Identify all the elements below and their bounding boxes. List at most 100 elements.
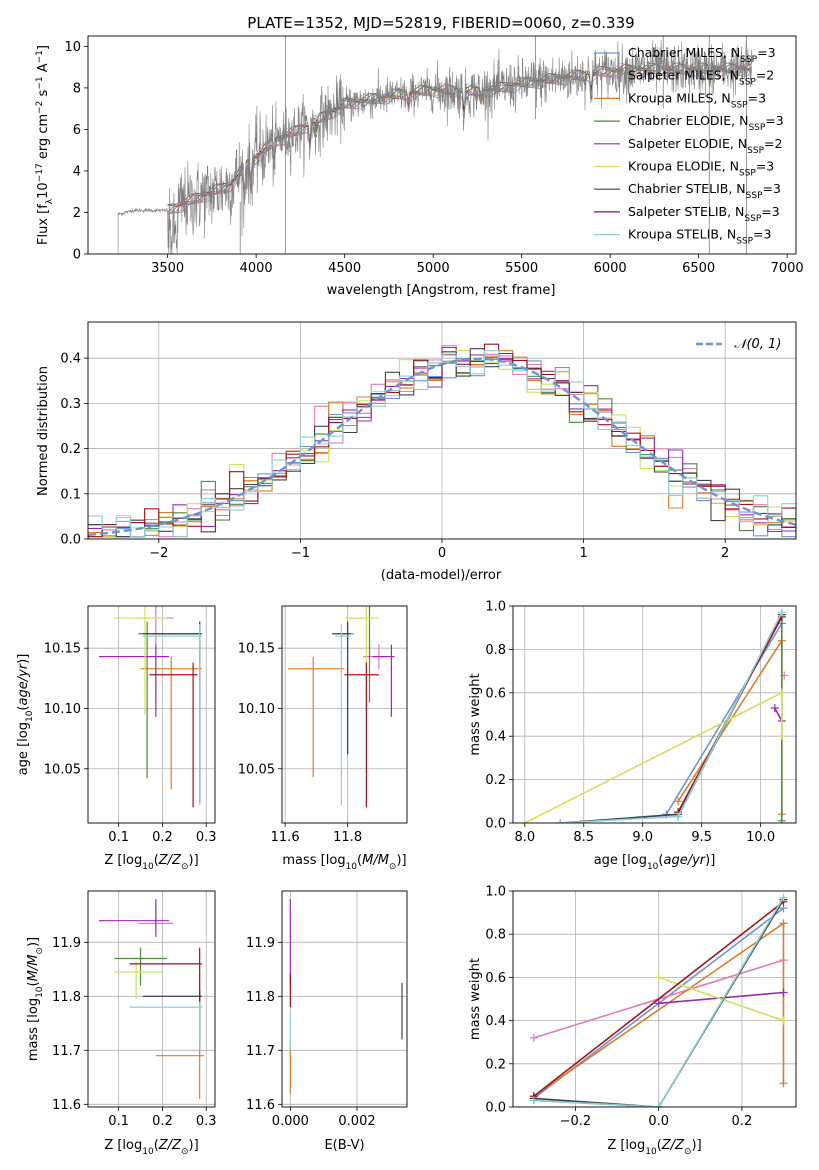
x-axis-label: wavelength [Angstrom, rest frame] [327,283,556,298]
y-tick-label: 11.9 [246,936,275,951]
x-tick-label: 2 [721,546,729,561]
observed-spectrum [117,39,753,254]
axes-frame [87,890,216,1108]
x-tick-label: 0 [438,546,446,561]
axes-mass_vs_Z: 0.1 0.2 0.3 11.6 11.7 11.8 11.9 [52,890,217,1129]
histogram-salpeter_stelib [88,343,796,538]
x-tick-label: −0.2 [560,1114,592,1129]
marker-salpeter_elodie [654,999,663,1008]
y-tick-label: 11.8 [52,990,81,1005]
legend-label-salpeter_elodie: Salpeter ELODIE, NSSP=2 [628,136,782,156]
x-tick-label: 4000 [240,261,273,276]
y-tick-label: 4 [73,164,81,179]
y-tick-label: 10.15 [44,642,81,657]
series-chabrier_stelib [560,614,783,823]
axes-spectrum: 3500 4000 4500 5000 5500 6000 6500 7000 0 2 4 6 8 10 [64,35,804,276]
y-tick-label: 10.05 [238,762,275,777]
marker-kroupa_elodie [654,973,663,982]
x-tick-label: 8.5 [573,830,594,845]
x-axis-label: E(B-V) [324,1138,364,1153]
y-tick-label: 11.8 [246,990,275,1005]
y-axis-label: Flux [fλ10−17 erg cm−2 s−1 A−1] [35,45,55,245]
marker-kroupa_elodie [520,819,529,823]
x-tick-label: 0.3 [196,830,217,845]
plot-area [513,891,796,1107]
x-tick-label: 11.6 [271,830,300,845]
y-tick-label: 0.2 [485,773,506,788]
y-tick-label: 0.4 [485,1014,506,1029]
marker-kroupa_miles [674,797,683,806]
x-tick-label: 0.3 [196,1114,217,1129]
plot-area [88,322,796,539]
y-tick-label: 0.0 [60,533,81,548]
plot-area [282,606,407,823]
marker-salpeter_miles [529,1033,538,1042]
marker-kroupa_stelib [654,1103,663,1107]
axes-frame [87,605,216,824]
y-tick-label: 2 [73,206,81,221]
series-kroupa_elodie [658,976,784,1022]
y-tick-label: 0.3 [60,397,81,412]
legend: 𝒩(0, 1) [696,337,781,352]
x-axis-label: age [log10(age/yr)] [594,853,716,872]
histogram-salpeter_miles [88,345,796,538]
series-chabrier_miles [665,622,783,815]
y-tick-label: 0.8 [485,928,506,943]
histogram-chabrier_stelib [88,348,796,538]
y-tick-label: 11.6 [246,1098,275,1113]
x-tick-label: 10.0 [746,830,775,845]
y-tick-label: 0.4 [60,352,81,367]
axes-age_vs_mass: 11.6 11.8 10.05 10.10 10.15 [238,605,408,845]
legend-label-kroupa_stelib: Kroupa STELIB, NSSP=3 [628,227,772,247]
y-tick-label: 0.4 [485,730,506,745]
x-tick-label: 5500 [505,261,538,276]
y-tick-label: 10.05 [44,762,81,777]
x-tick-label: 0.000 [272,1114,309,1129]
axes-frame [512,605,797,824]
plot-area [88,891,215,1107]
x-tick-label: 0.002 [338,1114,375,1129]
x-tick-label: 0.1 [108,830,129,845]
y-tick-label: 0.6 [485,971,506,986]
model-spectrum-kroupa_stelib [167,61,752,208]
plot-area [117,36,753,254]
series-kroupa_stelib [560,612,783,823]
x-tick-label: 8.0 [514,830,535,845]
y-axis-label: mass weight [468,673,483,755]
legend-label-kroupa_elodie: Kroupa ELODIE, NSSP=3 [628,159,774,179]
x-tick-label: 4500 [328,261,361,276]
legend-label-salpeter_stelib: Salpeter STELIB, NSSP=3 [628,204,780,224]
y-tick-label: 0.6 [485,686,506,701]
x-tick-label: 0.0 [648,1114,669,1129]
legend-label-salpeter_miles: Salpeter MILES, NSSP=2 [628,68,774,88]
histogram-chabrier_elodie [88,357,796,538]
legend-label-kroupa_miles: Kroupa MILES, NSSP=3 [628,90,766,110]
axes-frame [281,890,408,1108]
x-axis-label: Z [log10(Z/Z⊙)] [104,853,198,872]
x-tick-label: 6500 [682,261,715,276]
y-tick-label: 1.0 [485,600,506,615]
axes-age_vs_Z: 0.1 0.2 0.3 10.05 10.10 10.15 [44,605,217,845]
legend-label-chabrier_elodie: Chabrier ELODIE, NSSP=3 [628,113,784,133]
marker-kroupa_stelib [674,812,683,821]
axes-massweight_vs_Z: −0.2 0.0 0.2 0.0 0.2 0.4 0.6 0.8 1.0 [485,885,797,1129]
axes-frame [281,605,408,824]
y-tick-label: 10.15 [238,642,275,657]
y-axis-label: age [log10(age/yr)] [16,654,35,776]
legend-label-chabrier_stelib: Chabrier STELIB, NSSP=3 [628,181,781,201]
marker-salpeter_elodie [770,703,779,712]
x-axis-label: (data-model)/error [381,568,502,583]
plot-area [513,606,796,823]
legend-label-chabrier_miles: Chabrier MILES, NSSP=3 [628,45,776,65]
marker-kroupa_stelib [779,893,788,902]
x-tick-label: 9.5 [691,830,712,845]
gaussian-curve [88,357,796,537]
histogram-salpeter_elodie [88,346,796,538]
histogram-chabrier_miles [88,357,796,538]
x-tick-label: 5000 [417,261,450,276]
axes-massweight_vs_age: 8.0 8.5 9.0 9.5 10.0 0.0 0.2 0.4 0.6 0.8 1.0 [485,600,797,845]
y-tick-label: 0.0 [485,817,506,832]
series-salpeter_stelib [533,901,784,1097]
y-axis-label: mass weight [468,958,483,1040]
legend: Chabrier MILES, NSSP=3 Salpeter MILES, NS… [594,45,784,247]
